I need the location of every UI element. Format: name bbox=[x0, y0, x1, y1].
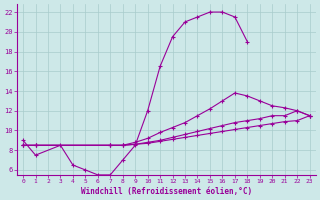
X-axis label: Windchill (Refroidissement éolien,°C): Windchill (Refroidissement éolien,°C) bbox=[81, 187, 252, 196]
